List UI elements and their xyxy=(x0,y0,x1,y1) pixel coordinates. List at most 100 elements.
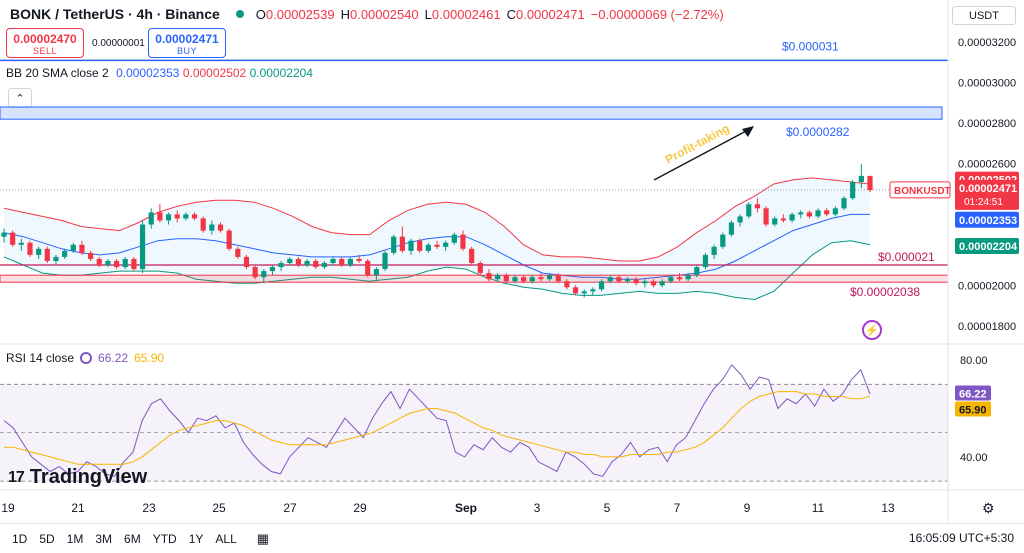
high-label: H xyxy=(340,6,350,22)
candle xyxy=(624,277,631,284)
buy-label: BUY xyxy=(176,46,197,56)
candle-body xyxy=(598,281,605,290)
candle-body xyxy=(18,242,24,245)
candle-body xyxy=(772,218,778,225)
bb-legend[interactable]: BB 20 SMA close 2 0.00002353 0.00002502 … xyxy=(6,66,313,80)
rsi-ma-bg xyxy=(955,401,991,417)
candle xyxy=(122,256,128,270)
timeframe-6m[interactable]: 6M xyxy=(124,531,141,546)
rsi-value-tag: 66.22 xyxy=(955,385,991,401)
candle xyxy=(365,258,371,278)
candle xyxy=(200,216,206,233)
buy-button[interactable]: 0.00002471 BUY xyxy=(148,28,226,58)
rsi-value-text: 66.22 xyxy=(959,388,987,400)
rsi-legend[interactable]: RSI 14 close 66.22 65.90 xyxy=(6,351,164,365)
bb-label: BB 20 SMA close 2 xyxy=(6,66,109,80)
timeframe-3m[interactable]: 3M xyxy=(95,531,113,546)
bb-fill xyxy=(4,177,870,300)
candle xyxy=(746,202,752,219)
candle-body xyxy=(685,275,691,280)
timeframe-1m[interactable]: 1M xyxy=(66,531,84,546)
spread-value: 0.00000001 xyxy=(92,38,145,49)
countdown-text: 01:24:51 xyxy=(964,197,1003,208)
candle xyxy=(27,240,33,257)
bb-lower-line xyxy=(3,240,871,301)
candle-body xyxy=(209,224,215,231)
candle xyxy=(469,246,475,266)
candle xyxy=(243,254,250,270)
clock[interactable]: 16:05:09 UTC+5:30 xyxy=(908,531,1014,545)
candle-body xyxy=(339,258,345,266)
timeframe-1d[interactable]: 1D xyxy=(12,531,28,546)
rsi-tick-label: 80.00 xyxy=(960,355,988,367)
candle-body xyxy=(720,234,726,247)
candle xyxy=(425,242,431,253)
high-value: 0.00002540 xyxy=(349,6,419,22)
candle-body xyxy=(815,210,821,217)
candle-body xyxy=(200,218,206,231)
timeframe-5d[interactable]: 5D xyxy=(39,531,55,546)
x-tick-label: 29 xyxy=(353,501,367,515)
candles xyxy=(1,163,873,298)
candle-body xyxy=(711,246,717,255)
candle-body xyxy=(226,230,232,249)
currency-selector[interactable]: USDT xyxy=(952,6,1016,25)
sell-button[interactable]: 0.00002470 SELL xyxy=(6,28,84,58)
candle xyxy=(495,273,501,282)
candle xyxy=(867,175,873,193)
candle-body xyxy=(235,248,241,257)
candle-body xyxy=(10,232,16,245)
candle xyxy=(668,275,674,284)
candle xyxy=(191,212,198,221)
rsi-ma-tag: 65.90 xyxy=(955,401,991,417)
rsi-settings-icon[interactable] xyxy=(80,352,93,364)
candle xyxy=(148,208,154,229)
x-tick-label: Sep xyxy=(455,501,477,515)
candle xyxy=(62,248,68,259)
candle xyxy=(780,214,786,223)
calendar-range-icon[interactable]: ▦ xyxy=(256,530,270,546)
candle-body xyxy=(486,273,492,280)
timeframe-1y[interactable]: 1Y xyxy=(188,531,204,546)
candle-body xyxy=(754,204,761,209)
x-tick-label: 13 xyxy=(881,501,895,515)
timeframe-all[interactable]: ALL xyxy=(215,531,237,546)
gear-icon[interactable]: ⚙ xyxy=(982,500,995,516)
candle-body xyxy=(243,256,250,268)
y-tick-label: 0.00003200 xyxy=(958,37,1016,49)
candle-body xyxy=(789,214,795,221)
flash-icon[interactable]: ⚡ xyxy=(862,320,882,340)
timeframe-ytd[interactable]: YTD xyxy=(152,531,177,546)
candle-body xyxy=(70,244,76,251)
candle xyxy=(607,275,613,284)
y-tick-label: 0.00002800 xyxy=(958,118,1016,130)
candle xyxy=(96,256,102,268)
candle-body xyxy=(36,248,42,255)
candle xyxy=(1,228,7,243)
bb-basis-tag: 0.00002353 xyxy=(955,211,1019,228)
candle-body xyxy=(139,224,146,270)
candle xyxy=(824,208,830,217)
symbol-title[interactable]: BONK / TetherUS · 4h · Binance xyxy=(10,6,220,22)
candle-body xyxy=(538,277,544,280)
candle xyxy=(685,273,691,282)
candle-body xyxy=(44,248,50,261)
bb-basis-value: 0.00002353 xyxy=(116,66,180,80)
candle-body xyxy=(728,222,735,235)
tradingview-logo: 17 TradingView xyxy=(8,466,147,489)
close-label: C xyxy=(506,6,516,22)
candle xyxy=(789,212,795,223)
sell-price: 0.00002470 xyxy=(13,32,77,46)
candle-body xyxy=(590,289,596,292)
candle xyxy=(252,265,258,280)
candle-body xyxy=(443,242,449,247)
x-tick-label: 25 xyxy=(212,501,226,515)
candle xyxy=(113,258,120,270)
candle xyxy=(581,289,587,298)
candle xyxy=(79,240,85,255)
candle-body xyxy=(261,271,267,278)
candle xyxy=(18,238,24,251)
candle xyxy=(754,198,761,213)
x-tick-label: 3 xyxy=(534,501,541,515)
